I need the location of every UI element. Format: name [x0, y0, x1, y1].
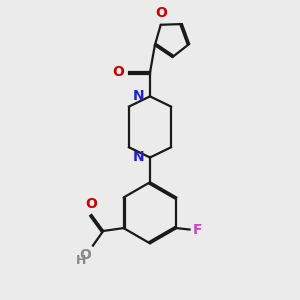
- Text: O: O: [155, 6, 167, 20]
- Text: H: H: [76, 254, 86, 267]
- Text: O: O: [85, 197, 98, 212]
- Text: F: F: [193, 223, 202, 236]
- Text: O: O: [112, 65, 124, 80]
- Text: O: O: [80, 248, 92, 262]
- Text: N: N: [133, 89, 145, 103]
- Text: N: N: [133, 151, 145, 164]
